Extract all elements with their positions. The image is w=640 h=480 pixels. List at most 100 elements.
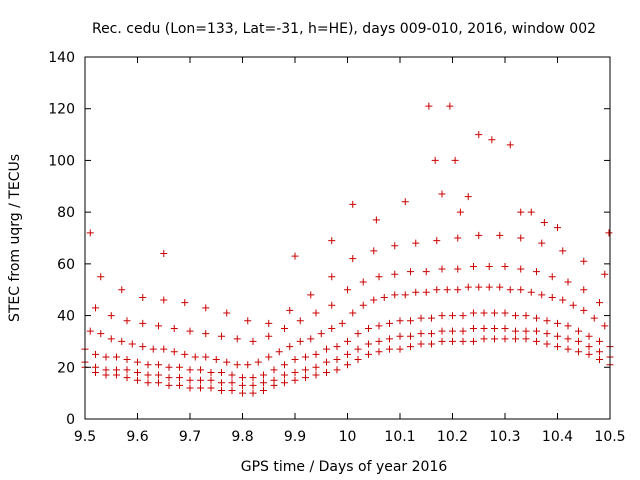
data-point [533,337,540,345]
data-point [123,317,131,325]
data-point [160,296,168,304]
data-point [249,337,257,345]
data-point [333,356,341,364]
data-point [118,337,126,345]
data-point [433,286,441,294]
data-point [338,319,346,327]
data-point [223,309,231,317]
data-point [233,335,241,343]
data-point [564,345,572,353]
data-point [365,340,372,348]
data-point [443,286,451,294]
data-point [401,291,409,299]
data-point [233,361,241,369]
data-point [186,376,194,384]
data-point [149,345,157,353]
data-point [407,268,414,276]
data-point [134,358,141,366]
data-point [123,356,131,364]
data-point [144,379,152,387]
data-point [197,366,204,374]
data-point [485,262,493,270]
data-point [375,273,383,281]
data-point [107,335,115,343]
data-point [197,376,204,384]
data-point [92,350,99,358]
data-point [312,363,320,371]
data-point [512,327,519,335]
data-point [291,368,299,376]
data-point [506,141,514,149]
data-point [501,262,509,270]
data-point [228,379,236,387]
data-point [134,376,141,384]
data-point [533,268,540,276]
data-point [501,325,509,332]
data-point [323,368,330,376]
data-point [459,312,467,320]
data-point [312,309,320,317]
data-point [522,312,530,320]
data-point [517,208,525,216]
data-point [386,335,393,343]
data-point [207,376,215,384]
data-point [186,366,194,374]
data-point [344,350,351,358]
data-point [286,343,294,351]
data-point [86,327,94,335]
data-point [470,325,477,332]
x-axis: 9.5 9.6 9.7 9.8 9.9 10 10.1 10.2 10.3 10.4 10.5 [74,57,626,445]
data-point [417,330,425,338]
data-point [449,312,456,320]
data-point [464,283,472,291]
data-point [438,327,446,335]
data-point [491,309,498,317]
data-point [548,273,556,281]
data-point [601,270,609,278]
data-point [160,250,168,258]
y-tick-label: 120 [48,102,75,118]
data-point [527,288,535,296]
data-point [501,335,509,343]
x-tick-label: 9.7 [179,429,201,445]
series-band-2 [81,309,614,382]
data-point [554,319,561,327]
data-point [296,337,304,345]
data-point [396,317,404,325]
x-axis-title: GPS time / Days of year 2016 [241,459,448,475]
data-point [176,363,183,371]
data-point [97,273,105,281]
data-point [470,262,477,270]
data-point [244,361,252,369]
x-tick-label: 9.6 [126,429,148,445]
data-point [605,229,613,237]
data-point [412,288,420,296]
data-point [186,327,194,335]
data-point [417,340,425,348]
data-point [223,358,231,366]
data-point [275,348,283,356]
data-point [128,340,136,348]
y-axis: 0 20 40 60 80 100 120 140 [48,50,610,428]
data-point [454,234,462,242]
data-point [380,293,388,301]
data-point [506,286,514,294]
data-point [349,200,357,208]
data-point [323,345,330,353]
data-point [396,332,404,340]
data-point [291,252,299,260]
data-point [575,327,582,335]
data-point [139,343,147,351]
data-point [123,366,131,374]
data-point [291,376,299,384]
data-point [281,371,288,379]
data-point [92,304,99,312]
data-point [370,296,378,304]
data-point [113,366,120,374]
data-point [543,330,551,338]
data-point [270,366,278,374]
data-point [265,332,273,340]
data-point [596,299,603,307]
data-point [312,371,320,379]
data-point [165,374,173,382]
